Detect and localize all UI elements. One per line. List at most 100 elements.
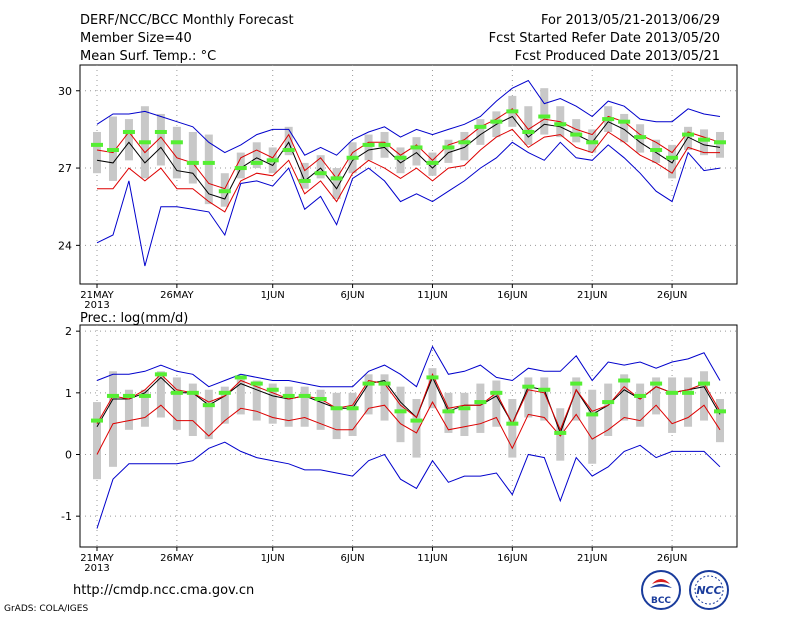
- series-line-ensemble-mean: [96, 376, 721, 435]
- observed-marker: [250, 160, 263, 165]
- observed-marker: [650, 148, 663, 153]
- series-line-ensemble-outer-max: [96, 79, 721, 156]
- grads-credit: GrADS: COLA/IGES: [4, 604, 89, 614]
- spread-box: [284, 386, 293, 427]
- observed-marker: [474, 400, 487, 405]
- observed-marker: [682, 132, 695, 137]
- spread-box: [396, 386, 405, 443]
- spread-box: [316, 389, 325, 430]
- x-tick-label: 21MAY: [80, 553, 114, 564]
- spread-box: [572, 119, 581, 143]
- spread-box: [364, 374, 373, 415]
- spread-box: [604, 383, 613, 436]
- ncc-logo-text: NCC: [696, 584, 721, 597]
- y-tick-label: -1: [61, 510, 72, 523]
- series-line-ensemble-min: [97, 128, 720, 213]
- observed-marker: [170, 390, 183, 395]
- y-tick-label: 30: [58, 85, 72, 98]
- observed-marker: [346, 155, 359, 160]
- spread-box: [284, 126, 293, 156]
- chart-title: DERF/NCC/BCC Monthly Forecast: [80, 13, 294, 28]
- spread-box: [476, 119, 485, 145]
- series-line-ensemble-2nd-max: [96, 108, 721, 190]
- spread-box: [204, 389, 213, 440]
- spread-box: [156, 113, 165, 166]
- x-tick-label: 21JUN: [577, 553, 607, 564]
- spread-box: [332, 392, 341, 440]
- fcst-started-date: Fcst Started Refer Date 2013/05/20: [488, 31, 720, 46]
- spread-box: [540, 377, 549, 421]
- observed-marker: [442, 145, 455, 150]
- x-tick-label: 1JUN: [261, 290, 285, 301]
- spread-box: [620, 113, 629, 143]
- spread-box: [540, 88, 549, 135]
- x-tick-label: 1JUN: [261, 553, 285, 564]
- observed-marker: [378, 381, 391, 386]
- observed-marker: [554, 122, 567, 127]
- y-tick-label: 1: [65, 387, 72, 400]
- spread-box: [508, 399, 517, 458]
- x-tick-label: 6JUN: [341, 290, 365, 301]
- spread-box: [684, 126, 693, 151]
- observed-marker: [522, 384, 535, 389]
- x-tick-label: 26JUN: [657, 290, 687, 301]
- source-url[interactable]: http://cmdp.ncc.cma.gov.cn: [73, 583, 255, 598]
- observed-marker: [682, 390, 695, 395]
- observed-marker: [474, 124, 487, 129]
- spread-box: [620, 374, 629, 421]
- spread-box: [348, 392, 357, 436]
- spread-box: [588, 389, 597, 464]
- observed-marker: [666, 390, 679, 395]
- observed-marker: [602, 400, 615, 405]
- spread-box: [364, 134, 373, 161]
- x-tick-label: 26MAY: [160, 553, 194, 564]
- observed-marker: [490, 119, 503, 124]
- spread-box: [684, 377, 693, 427]
- observed-marker: [650, 381, 663, 386]
- spread-box: [188, 131, 197, 184]
- spread-box: [268, 383, 277, 424]
- observed-marker: [570, 132, 583, 137]
- observed-marker: [570, 381, 583, 386]
- spread-box: [252, 142, 261, 169]
- y-tick-label: 24: [58, 239, 72, 252]
- spread-box: [524, 106, 533, 145]
- spread-box: [93, 402, 101, 480]
- observed-marker: [154, 372, 167, 377]
- observed-marker: [634, 135, 647, 140]
- observed-marker: [490, 390, 503, 395]
- observed-marker: [538, 387, 551, 392]
- series-line-ensemble-max: [96, 345, 721, 388]
- observed-marker: [266, 158, 279, 163]
- member-size: Member Size=40: [80, 31, 192, 46]
- y-tick-label: 27: [58, 162, 72, 175]
- observed-marker: [186, 390, 199, 395]
- observed-marker: [634, 393, 647, 398]
- observed-marker: [106, 148, 119, 153]
- observed-marker: [362, 381, 375, 386]
- x-tick-label: 11JUN: [417, 290, 447, 301]
- observed-marker: [122, 393, 135, 398]
- observed-marker: [378, 142, 391, 147]
- spread-box: [172, 126, 181, 179]
- x-year-label: 2013: [84, 300, 109, 311]
- x-tick-label: 16JUN: [497, 290, 527, 301]
- spread-box: [444, 139, 453, 163]
- observed-marker: [298, 393, 311, 398]
- observed-marker: [282, 148, 295, 153]
- spread-box: [572, 377, 581, 421]
- spread-box: [652, 377, 661, 415]
- observed-marker: [91, 142, 103, 147]
- spread-box: [124, 119, 133, 161]
- x-tick-label: 16JUN: [497, 553, 527, 564]
- observed-marker: [586, 140, 599, 145]
- observed-marker: [298, 178, 311, 183]
- x-tick-label: 21MAY: [80, 290, 114, 301]
- spread-box: [668, 377, 677, 433]
- observed-marker: [506, 109, 519, 114]
- observed-marker: [282, 393, 295, 398]
- series-line-ensemble-min: [96, 401, 721, 455]
- spread-box: [140, 389, 149, 427]
- observed-marker: [138, 393, 151, 398]
